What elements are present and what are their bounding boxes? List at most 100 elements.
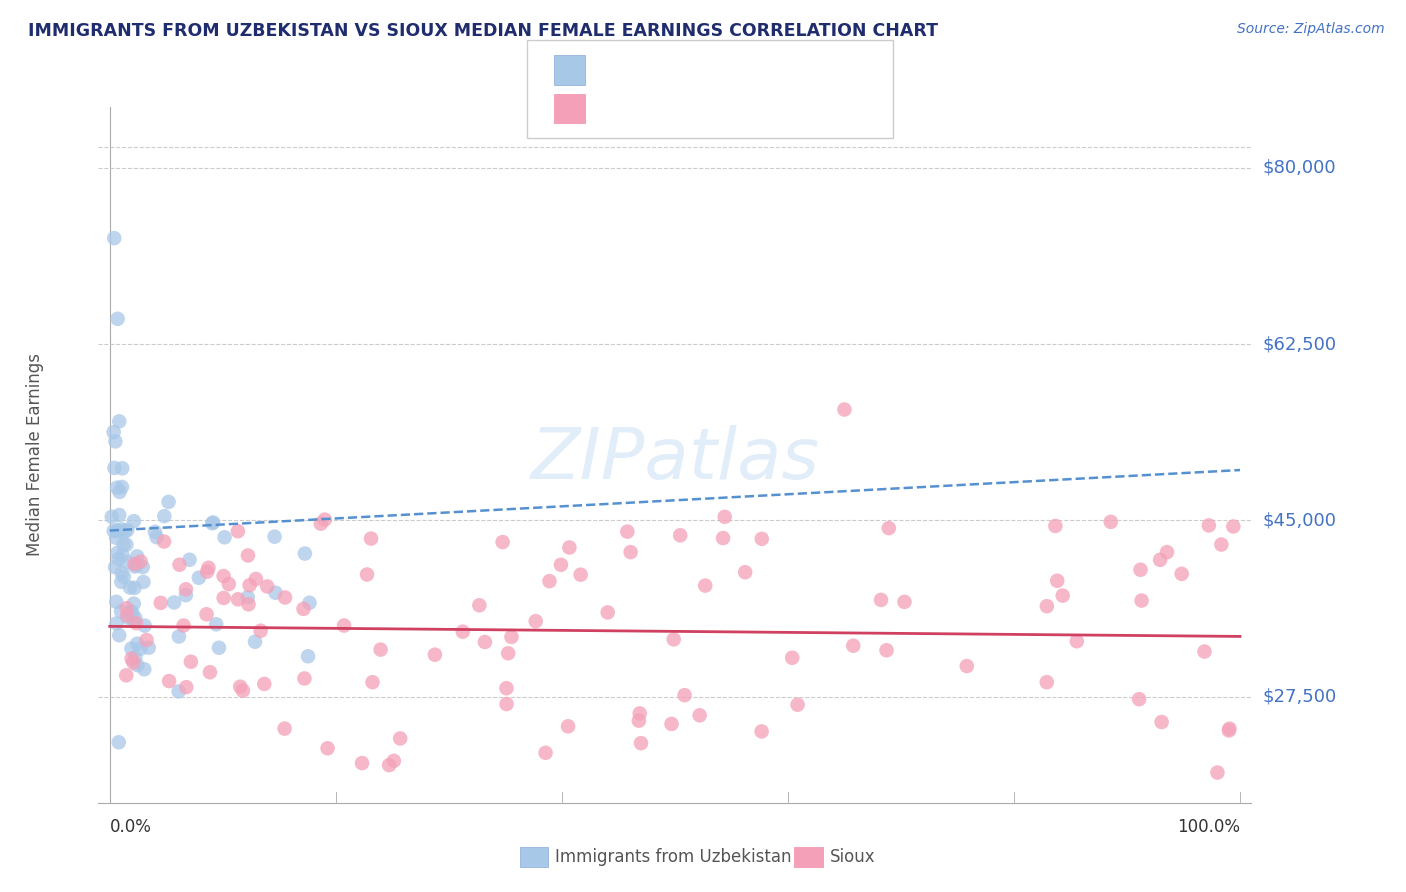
Point xyxy=(239,578,262,592)
Point xyxy=(122,514,145,528)
Point xyxy=(1052,589,1074,603)
Point xyxy=(263,530,285,544)
Point xyxy=(1128,692,1150,706)
Point xyxy=(495,681,517,696)
Point xyxy=(212,591,235,605)
Point xyxy=(1130,593,1153,607)
Point xyxy=(122,613,145,627)
Point xyxy=(243,634,266,648)
Point xyxy=(1099,515,1122,529)
Point xyxy=(125,616,148,631)
Point xyxy=(107,552,129,566)
Point xyxy=(122,597,145,611)
Point xyxy=(1198,518,1220,533)
Point xyxy=(132,560,155,574)
Point xyxy=(550,558,572,572)
Point xyxy=(121,606,143,620)
Text: R =: R = xyxy=(596,94,636,112)
Point xyxy=(245,572,267,586)
Text: Sioux: Sioux xyxy=(830,848,875,866)
Point xyxy=(197,560,219,574)
Point xyxy=(256,579,278,593)
Point xyxy=(316,741,339,756)
Point xyxy=(107,546,129,560)
Point xyxy=(198,665,221,680)
Point xyxy=(673,688,696,702)
Point xyxy=(179,553,201,567)
Point xyxy=(180,655,202,669)
Point xyxy=(669,528,692,542)
Point xyxy=(122,656,145,670)
Point xyxy=(689,708,711,723)
Point xyxy=(876,643,898,657)
Point xyxy=(174,680,197,694)
Point xyxy=(780,650,803,665)
Point xyxy=(596,606,619,620)
Point xyxy=(557,719,579,733)
Point xyxy=(628,706,651,721)
Point xyxy=(112,537,135,551)
Point xyxy=(108,628,131,642)
Point xyxy=(124,650,146,665)
Point xyxy=(195,565,218,579)
Text: 100.0%: 100.0% xyxy=(1177,818,1240,836)
Point xyxy=(118,581,141,595)
Point xyxy=(1066,634,1088,648)
Point xyxy=(145,530,167,544)
Point xyxy=(174,588,197,602)
Point xyxy=(842,639,865,653)
Point xyxy=(294,672,316,686)
Point xyxy=(1206,765,1229,780)
Text: $62,500: $62,500 xyxy=(1263,335,1337,353)
Point xyxy=(534,746,557,760)
Point xyxy=(495,697,517,711)
Point xyxy=(124,581,146,595)
Point xyxy=(103,461,125,475)
Point xyxy=(1170,566,1192,581)
Point xyxy=(1156,545,1178,559)
Text: -0.037: -0.037 xyxy=(636,94,700,112)
Point xyxy=(110,604,132,618)
Point xyxy=(229,680,252,694)
Text: N =: N = xyxy=(702,62,741,79)
Point xyxy=(298,596,321,610)
Point xyxy=(163,595,186,609)
Point xyxy=(132,574,155,589)
Point xyxy=(105,595,128,609)
Point xyxy=(110,574,132,589)
Point xyxy=(273,722,295,736)
Text: Median Female Earnings: Median Female Earnings xyxy=(25,353,44,557)
Point xyxy=(195,607,218,622)
Point xyxy=(105,616,128,631)
Point xyxy=(111,461,134,475)
Point xyxy=(496,646,519,660)
Point xyxy=(468,599,491,613)
Point xyxy=(616,524,638,539)
Point xyxy=(138,640,160,655)
Point xyxy=(274,591,297,605)
Point xyxy=(124,557,146,571)
Point xyxy=(253,677,276,691)
Point xyxy=(107,735,129,749)
Point xyxy=(187,571,209,585)
Text: 0.0%: 0.0% xyxy=(110,818,152,836)
Point xyxy=(1045,519,1067,533)
Point xyxy=(360,532,382,546)
Point xyxy=(117,555,139,569)
Point xyxy=(214,530,236,544)
Point xyxy=(661,717,683,731)
Text: 0.014: 0.014 xyxy=(643,62,699,79)
Point xyxy=(167,684,190,698)
Text: $27,500: $27,500 xyxy=(1263,688,1337,706)
Point xyxy=(620,545,643,559)
Point xyxy=(208,640,231,655)
Point xyxy=(877,521,900,535)
Point xyxy=(1222,519,1244,533)
Point xyxy=(127,637,149,651)
Point xyxy=(524,614,547,628)
Point xyxy=(157,674,180,689)
Point xyxy=(569,567,592,582)
Point xyxy=(1036,675,1059,690)
Point xyxy=(114,524,136,539)
Point xyxy=(104,560,127,574)
